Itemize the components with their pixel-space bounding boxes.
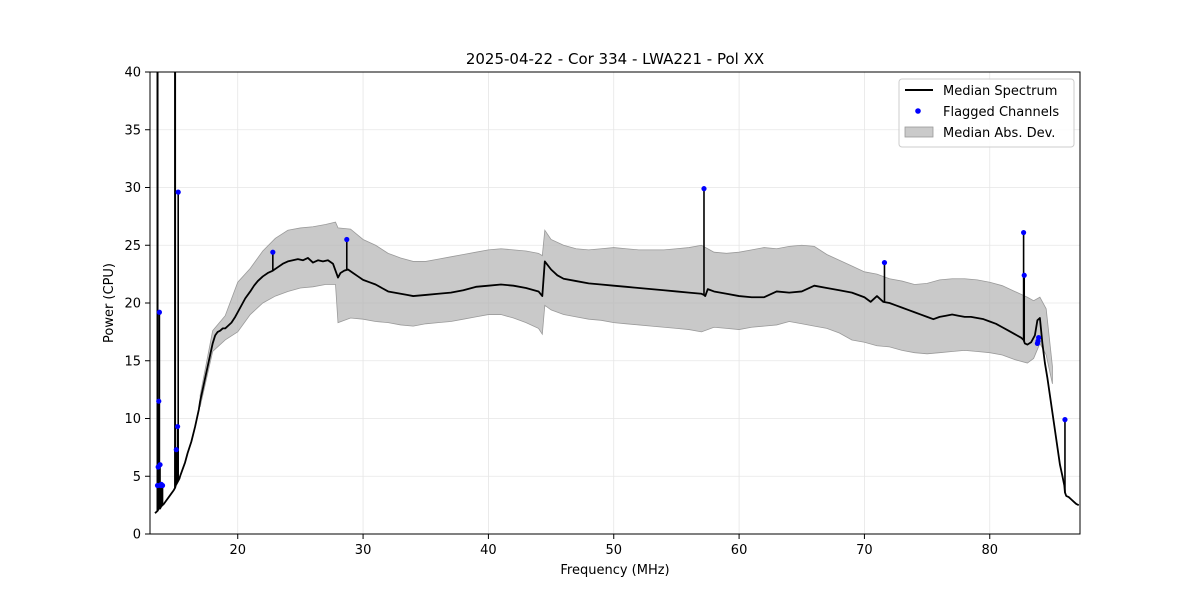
chart-title: 2025-04-22 - Cor 334 - LWA221 - Pol XX (466, 50, 764, 68)
y-axis-label: Power (CPU) (102, 263, 117, 343)
x-axis-ticks: 20 30 40 50 60 70 80 (229, 534, 998, 558)
y-tick-label: 25 (124, 239, 141, 254)
flagged-channel-point (156, 309, 162, 315)
x-tick-label: 20 (229, 543, 246, 558)
flagged-channel-point (701, 186, 707, 192)
flagged-channel-point (156, 398, 162, 404)
legend-entry-median-spectrum: Median Spectrum (943, 84, 1057, 99)
y-tick-label: 20 (124, 297, 141, 312)
flagged-channel-point (344, 236, 350, 243)
plot-area (154, 72, 1080, 514)
flagged-channel-point (1036, 335, 1042, 341)
y-axis-ticks: 0 5 10 15 20 25 30 35 40 (124, 66, 150, 543)
x-tick-label: 50 (605, 543, 622, 558)
y-tick-label: 10 (124, 412, 141, 427)
legend-dot-swatch (915, 108, 921, 114)
flagged-channel-point (1021, 229, 1027, 236)
flagged-channel-point (1021, 272, 1027, 278)
mad-band (199, 221, 1053, 408)
flagged-channel-point (1062, 417, 1068, 423)
flagged-channel-point (881, 259, 888, 266)
legend-band-swatch (904, 126, 934, 138)
legend: Median Spectrum Flagged Channels Median … (898, 78, 1075, 148)
x-tick-label: 80 (981, 543, 998, 558)
x-tick-label: 70 (856, 543, 873, 558)
y-tick-label: 35 (124, 123, 141, 138)
median-spectrum-line (154, 257, 1080, 514)
x-tick-label: 30 (355, 543, 372, 558)
flagged-channel-point (270, 249, 276, 255)
flagged-channel-point (157, 462, 163, 468)
y-tick-label: 30 (124, 181, 141, 196)
y-tick-label: 5 (133, 470, 141, 485)
y-tick-label: 40 (124, 66, 141, 81)
x-axis-label: Frequency (MHz) (560, 563, 669, 578)
x-tick-label: 40 (480, 543, 497, 558)
y-tick-label: 0 (133, 528, 141, 543)
x-tick-label: 60 (731, 543, 748, 558)
flagged-channel-point (175, 189, 181, 195)
flagged-channel-point (159, 482, 166, 489)
flagged-channel-point (174, 423, 181, 430)
legend-entry-flagged-channels: Flagged Channels (943, 105, 1059, 120)
y-tick-label: 15 (124, 354, 141, 369)
legend-entry-median-abs-dev: Median Abs. Dev. (943, 126, 1055, 141)
legend-box (898, 78, 1075, 148)
flagged-channel-point (173, 447, 179, 453)
